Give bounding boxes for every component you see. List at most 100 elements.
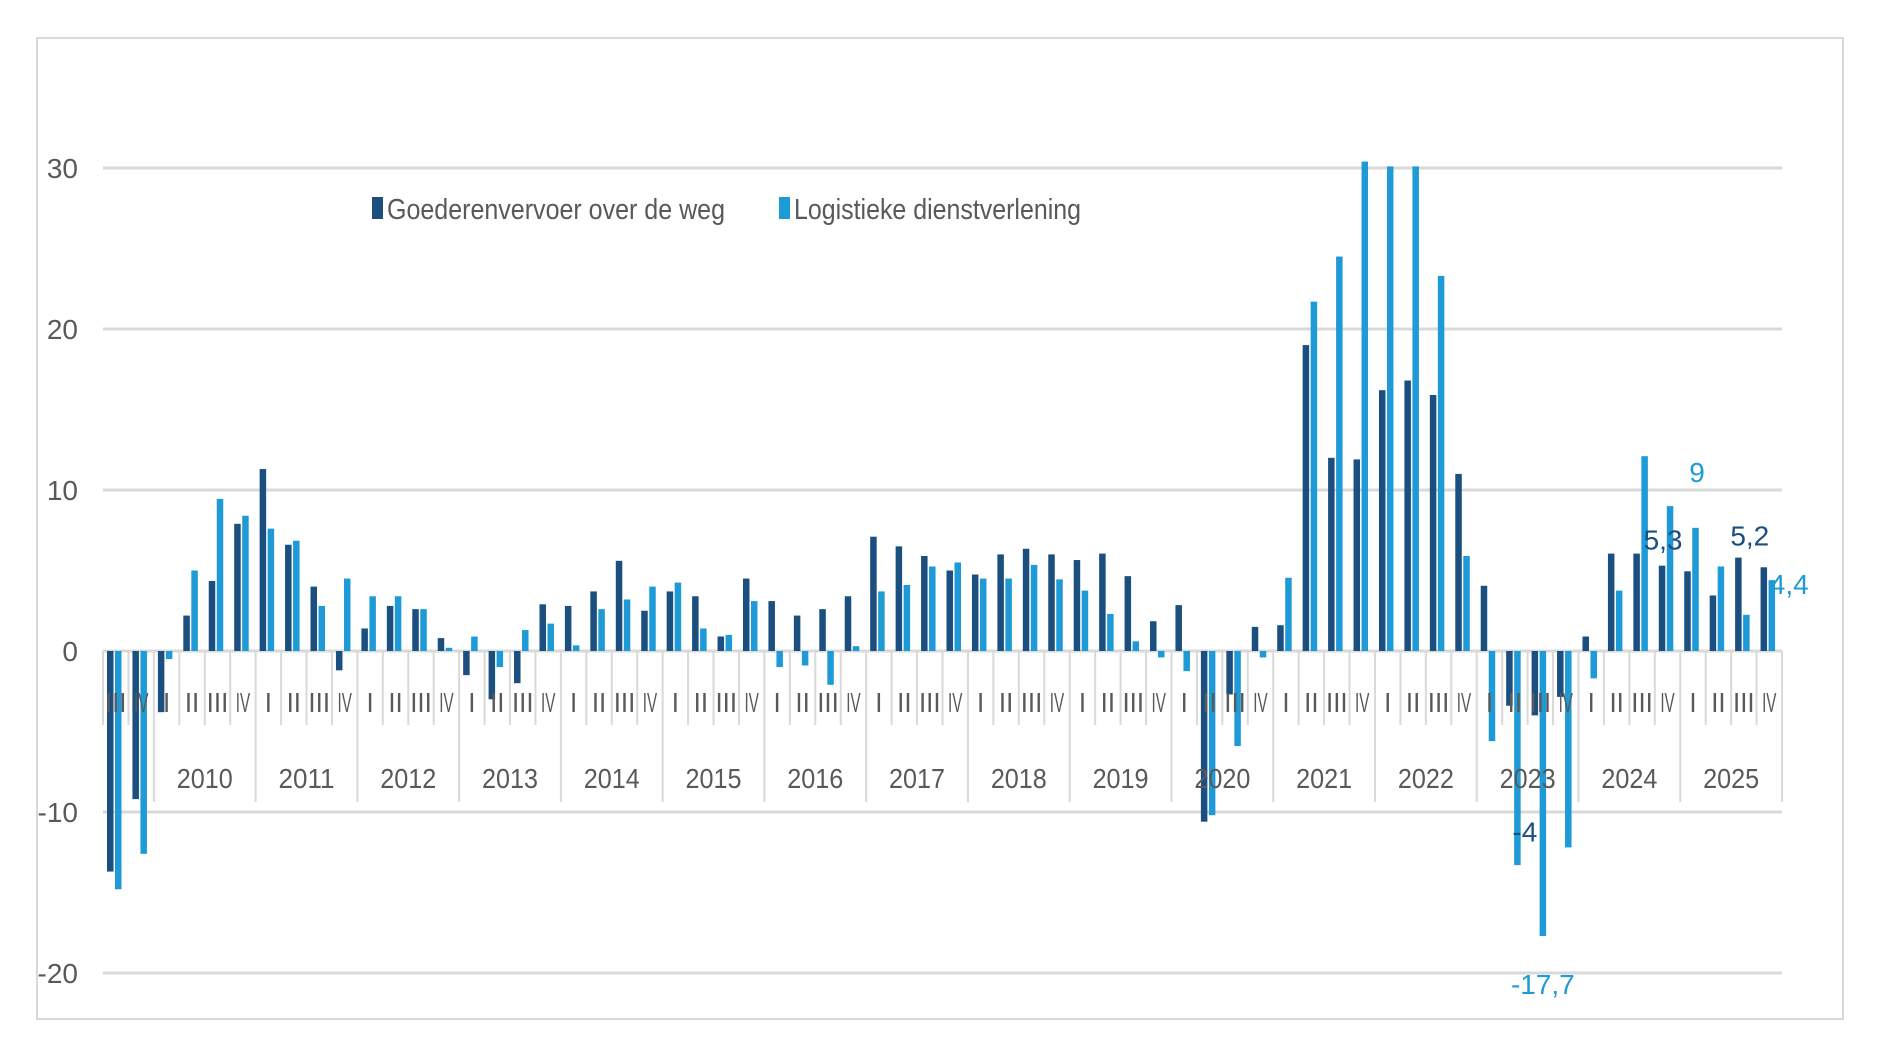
bar-goederenvervoer [1073, 560, 1081, 651]
bar-goederenvervoer [895, 546, 903, 651]
quarter-label: IV [1762, 687, 1777, 718]
quarter-label: I [163, 687, 170, 718]
quarter-label: III [410, 687, 432, 718]
quarter-label: III [817, 687, 839, 718]
quarter-label: IV [541, 687, 556, 718]
quarter-label: I [265, 687, 272, 718]
bar-goederenvervoer [437, 638, 445, 651]
bar-goederenvervoer [1150, 621, 1157, 651]
bar-logistiek [1107, 613, 1114, 651]
gridlines [103, 166, 1782, 975]
bar-goederenvervoer [819, 609, 826, 651]
bar-goederenvervoer [285, 544, 292, 651]
bar-goederenvervoer [1175, 605, 1182, 651]
bar-goederenvervoer [1099, 553, 1106, 651]
bar-logistiek [1539, 651, 1547, 936]
bar-logistiek [369, 596, 376, 651]
bar-goederenvervoer [717, 636, 725, 651]
quarter-label: IV [1559, 687, 1574, 718]
bar-goederenvervoer [692, 596, 699, 651]
quarter-label: I [875, 687, 882, 718]
quarter-label: IV [439, 687, 454, 718]
quarter-label: I [1486, 687, 1493, 718]
quarter-label: III [1733, 687, 1755, 718]
bar-goederenvervoer [539, 604, 546, 651]
bar-logistiek [1463, 556, 1470, 651]
bar-goederenvervoer [615, 560, 623, 651]
data-label: 5,2 [1730, 520, 1769, 551]
quarter-label: II [795, 687, 809, 718]
quarter-label: IV [745, 687, 760, 718]
bar-goederenvervoer [1480, 585, 1488, 651]
quarter-label: IV [1660, 687, 1675, 718]
bar-goederenvervoer [1709, 595, 1717, 651]
quarter-label: II [1711, 687, 1725, 718]
bar-logistiek [1208, 651, 1216, 816]
bar-goederenvervoer [463, 651, 470, 676]
bar-logistiek [1310, 301, 1318, 651]
bar-logistiek [1412, 166, 1419, 651]
bar-goederenvervoer [1760, 567, 1768, 651]
bar-logistiek [1081, 590, 1089, 651]
bar-logistiek [954, 562, 961, 651]
quarter-label: II [185, 687, 199, 718]
quarter-label: II [1304, 687, 1318, 718]
quarter-label: II [1609, 687, 1623, 718]
bar-logistiek [343, 578, 351, 651]
bar-goederenvervoer [1633, 553, 1640, 651]
year-label: 2019 [1093, 763, 1149, 794]
quarter-label: III [614, 687, 636, 718]
bar-logistiek [1285, 577, 1292, 651]
legend-label-goederenvervoer: Goederenvervoer over de weg [387, 194, 725, 226]
quarter-label: IV [236, 687, 251, 718]
quarter-label: III [1224, 687, 1246, 718]
bar-goederenvervoer [1506, 651, 1513, 706]
bar-logistiek [979, 578, 987, 651]
bar-logistiek [1514, 651, 1521, 866]
bar-logistiek [1565, 651, 1572, 848]
quarter-label: II [1508, 687, 1522, 718]
bar-logistiek [827, 651, 834, 685]
bar-goederenvervoer [132, 651, 139, 800]
quarter-label: IV [1355, 687, 1370, 718]
quarter-label: I [1181, 687, 1188, 718]
quarter-label: III [1631, 687, 1653, 718]
quarter-label: II [1406, 687, 1420, 718]
bar-goederenvervoer [208, 580, 216, 651]
bar-goederenvervoer [1048, 554, 1055, 651]
year-label: 2025 [1703, 763, 1759, 794]
year-label: 2022 [1398, 763, 1454, 794]
data-label: 4,4 [1770, 569, 1809, 600]
quarter-label: III [1428, 687, 1450, 718]
bar-logistiek [903, 584, 911, 651]
y-tick-label: -20 [38, 958, 78, 989]
bar-goederenvervoer [1429, 395, 1437, 651]
bar-goederenvervoer [921, 556, 928, 651]
quarter-label: I [977, 687, 984, 718]
bar-logistiek [623, 599, 631, 651]
bar-logistiek [776, 651, 783, 668]
bar-logistiek [216, 498, 224, 651]
bar-goederenvervoer [1200, 651, 1208, 822]
bar-goederenvervoer [1378, 390, 1386, 651]
bar-goederenvervoer [1302, 345, 1310, 651]
bar-goederenvervoer [234, 523, 241, 651]
bar-logistiek [929, 566, 936, 651]
quarter-label: I [672, 687, 679, 718]
bar-logistiek [547, 623, 554, 651]
quarter-label: II [694, 687, 708, 718]
bar-goederenvervoer [386, 605, 394, 651]
year-label: 2014 [584, 763, 640, 794]
bar-logistiek [878, 591, 885, 651]
bar-goederenvervoer [514, 651, 521, 684]
bar-logistiek [598, 609, 605, 651]
quarter-label: III [308, 687, 330, 718]
quarter-label: III [1326, 687, 1348, 718]
bar-goederenvervoer [768, 601, 775, 651]
bar-logistiek [1641, 456, 1648, 651]
quarter-label: III [1021, 687, 1043, 718]
bar-logistiek [394, 596, 402, 651]
y-axis-ticks: 30 20 10 0 -10 -20 [38, 153, 78, 989]
data-label: 9 [1689, 457, 1705, 488]
bar-goederenvervoer [971, 574, 979, 651]
